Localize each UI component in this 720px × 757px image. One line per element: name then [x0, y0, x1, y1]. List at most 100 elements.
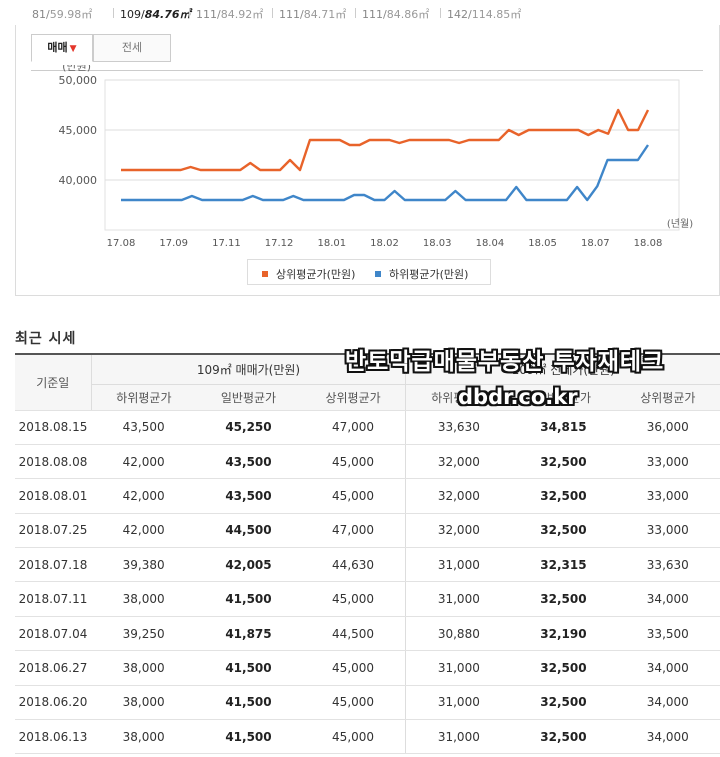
area-tab-0[interactable]: 81/59.98㎡ [32, 6, 92, 22]
area-tab-prefix: 111/ [279, 8, 304, 21]
legend-label-upper: 상위평균가(만원) [276, 268, 356, 281]
divider [355, 8, 356, 18]
y-tick-label: 50,000 [59, 74, 98, 87]
area-tab-value: 84.92㎡ [220, 8, 264, 21]
cell-date: 2018.07.04 [15, 616, 91, 652]
table-cell: 34,000 [615, 581, 720, 617]
divider [440, 8, 441, 18]
area-tab-4[interactable]: 111/84.86㎡ [362, 6, 429, 22]
table-cell: 42,000 [91, 513, 197, 549]
table-cell: 31,000 [405, 685, 512, 721]
cell-date: 2018.08.01 [15, 478, 91, 514]
table-cell: 38,000 [91, 650, 197, 686]
table-cell: 32,500 [511, 581, 616, 617]
legend-swatch-upper [262, 271, 268, 277]
header-rent-high: 상위평균가 [615, 384, 720, 411]
table-cell: 34,815 [511, 410, 616, 445]
table-row: 2018.06.27 38,000 41,500 45,000 31,000 32,500… [15, 650, 720, 686]
table-cell: 45,000 [300, 685, 406, 721]
cell-date: 2018.07.18 [15, 547, 91, 583]
tab-rent-label: 전세 [121, 41, 143, 54]
chart-legend: 상위평균가(만원) 하위평균가(만원) [247, 259, 491, 285]
table-cell: 32,500 [511, 685, 616, 721]
header-sale-mid: 일반평균가 [196, 384, 301, 411]
table-cell: 45,000 [300, 581, 406, 617]
cell-date: 2018.07.25 [15, 513, 91, 549]
tab-rent[interactable]: 전세 [93, 34, 171, 62]
area-tab-value: 84.71㎡ [303, 8, 347, 21]
table-cell: 31,000 [405, 581, 512, 617]
area-tab-prefix: 109/ [120, 8, 145, 21]
table-cell: 45,000 [300, 444, 406, 480]
divider [272, 8, 273, 18]
grid [105, 79, 679, 181]
table-cell: 45,000 [300, 650, 406, 686]
table-cell: 33,630 [615, 547, 720, 583]
table-cell: 41,500 [196, 650, 301, 686]
x-tick-label: 18.04 [476, 238, 505, 249]
table-row: 2018.07.18 39,380 42,005 44,630 31,000 32,315… [15, 547, 720, 583]
legend-item-upper[interactable]: 상위평균가(만원) [262, 266, 355, 282]
area-tab-prefix: 81/ [32, 8, 50, 21]
header-rent-low: 하위평균가 [405, 384, 512, 411]
table-cell: 45,000 [300, 719, 406, 755]
cell-date: 2018.06.20 [15, 685, 91, 721]
area-tab-prefix: 111/ [196, 8, 221, 21]
x-axis-label: (년월) [667, 218, 693, 230]
area-tab-value: 59.98㎡ [49, 8, 93, 21]
table-row: 2018.08.08 42,000 43,500 45,000 32,000 32,500… [15, 444, 720, 480]
caret-down-icon: ▼ [69, 44, 77, 54]
plot-area [104, 79, 680, 231]
area-tab-3[interactable]: 111/84.71㎡ [279, 6, 346, 22]
cell-date: 2018.06.27 [15, 650, 91, 686]
area-tab-5[interactable]: 142/114.85㎡ [447, 6, 521, 22]
x-tick-label: 18.02 [370, 238, 399, 249]
area-tab-prefix: 142/ [447, 8, 472, 21]
table-cell: 32,000 [405, 444, 512, 480]
section-title: 최근 시세 [15, 331, 77, 347]
x-tick-label: 17.09 [159, 238, 188, 249]
table-cell: 41,500 [196, 719, 301, 755]
area-tab-value: 84.86㎡ [386, 8, 430, 21]
table-cell: 33,000 [615, 444, 720, 480]
table-cell: 43,500 [196, 478, 301, 514]
legend-swatch-lower [375, 271, 381, 277]
area-tab-value: 84.76㎡ [144, 8, 191, 21]
header-group-rent: 109㎡ 전세가(만원) [405, 353, 720, 385]
table-cell: 32,500 [511, 650, 616, 686]
table-cell: 32,500 [511, 719, 616, 755]
table-cell: 38,000 [91, 719, 197, 755]
table-cell: 32,000 [405, 513, 512, 549]
header-date: 기준일 [15, 353, 92, 411]
x-tick-label: 18.03 [423, 238, 452, 249]
table-cell: 42,000 [91, 478, 197, 514]
table-cell: 44,630 [300, 547, 406, 583]
tab-baseline [31, 70, 703, 71]
x-axis: 17.08 17.09 17.11 17.12 18.01 18.02 18.03 18.04… [107, 238, 663, 249]
x-tick-label: 18.07 [581, 238, 610, 249]
watermark-text: 반토막급매물부동산 투자재테크 [345, 349, 665, 375]
table-cell: 39,250 [91, 616, 197, 652]
chart-panel: 매매 ▼ 전세 40,000 45,000 50,000 17.08 17.09 17.1… [15, 25, 720, 296]
table-cell: 33,000 [615, 478, 720, 514]
header-sale-high: 상위평균가 [300, 384, 406, 411]
table-cell: 45,250 [196, 410, 301, 445]
table-row: 2018.08.01 42,000 43,500 45,000 32,000 32,500… [15, 478, 720, 514]
area-tab-2[interactable]: 111/84.92㎡ [196, 6, 263, 22]
table-cell: 32,000 [405, 478, 512, 514]
table-cell: 44,500 [300, 616, 406, 652]
tab-sale[interactable]: 매매 ▼ [31, 34, 93, 62]
cell-date: 2018.07.11 [15, 581, 91, 617]
watermark-url: dbdr.co.kr [458, 385, 578, 409]
series-line-lower [121, 144, 649, 202]
table-cell: 31,000 [405, 650, 512, 686]
table-cell: 30,880 [405, 616, 512, 652]
x-tick-label: 18.05 [528, 238, 557, 249]
table-cell: 31,000 [405, 547, 512, 583]
area-tab-1[interactable]: 109/84.76㎡ [120, 6, 191, 22]
legend-item-lower[interactable]: 하위평균가(만원) [375, 266, 468, 282]
table-cell: 42,000 [91, 444, 197, 480]
table-cell: 44,500 [196, 513, 301, 549]
price-table: 기준일 109㎡ 매매가(만원) 109㎡ 전세가(만원) 하위평균가 일반평균… [15, 353, 720, 755]
